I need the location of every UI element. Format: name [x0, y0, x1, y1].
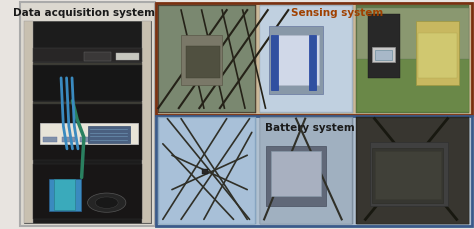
Bar: [418, 33, 456, 78]
Bar: [33, 63, 142, 65]
Bar: [20, 2, 155, 226]
Bar: [40, 123, 138, 144]
Bar: [186, 46, 220, 78]
Bar: [374, 151, 441, 199]
Bar: [269, 26, 323, 94]
Text: Battery system: Battery system: [265, 123, 355, 133]
Bar: [33, 48, 142, 62]
Text: Data acquisition system: Data acquisition system: [13, 8, 155, 18]
Bar: [33, 102, 142, 104]
Bar: [24, 21, 151, 223]
Bar: [368, 14, 400, 78]
Bar: [374, 50, 392, 60]
Bar: [261, 6, 352, 112]
Bar: [84, 52, 111, 61]
Circle shape: [88, 193, 126, 212]
Bar: [89, 126, 129, 143]
Bar: [54, 179, 75, 210]
Bar: [260, 117, 353, 224]
Bar: [43, 137, 57, 142]
Bar: [372, 47, 395, 62]
Bar: [49, 179, 81, 211]
Bar: [356, 5, 469, 113]
Bar: [309, 35, 316, 90]
Bar: [80, 137, 93, 142]
Bar: [357, 8, 468, 59]
Bar: [33, 104, 142, 160]
Bar: [181, 35, 222, 85]
Bar: [116, 53, 138, 60]
Bar: [33, 65, 142, 101]
Bar: [24, 21, 33, 223]
Bar: [116, 137, 130, 142]
Bar: [260, 5, 353, 113]
Bar: [266, 146, 326, 206]
Bar: [271, 35, 278, 90]
Bar: [158, 117, 256, 224]
Bar: [62, 137, 75, 142]
Bar: [33, 164, 142, 219]
Bar: [357, 59, 468, 112]
Bar: [357, 118, 468, 224]
Bar: [155, 3, 472, 114]
Text: Sensing system: Sensing system: [291, 8, 383, 18]
Bar: [416, 21, 459, 85]
Bar: [158, 5, 256, 113]
Bar: [159, 6, 255, 112]
Bar: [372, 148, 443, 203]
Bar: [271, 151, 321, 196]
Bar: [33, 60, 142, 62]
Bar: [98, 137, 112, 142]
Bar: [273, 35, 319, 85]
Bar: [159, 118, 255, 224]
Circle shape: [95, 197, 118, 208]
Bar: [370, 142, 447, 206]
Bar: [261, 118, 352, 224]
Bar: [142, 21, 151, 223]
Bar: [201, 169, 209, 174]
Bar: [356, 117, 469, 224]
Bar: [155, 116, 472, 226]
